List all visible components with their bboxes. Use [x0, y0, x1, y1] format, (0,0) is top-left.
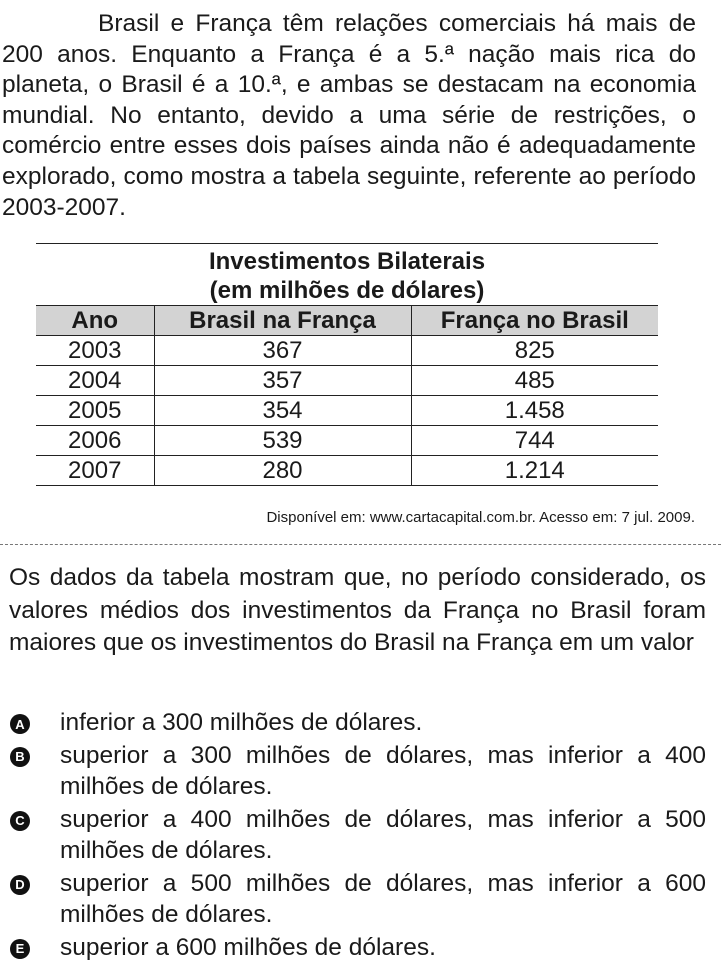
- table-title-line2: (em milhões de dólares): [209, 277, 485, 304]
- intro-paragraph: Brasil e França têm relações comerciais …: [2, 10, 696, 221]
- question-text: Os dados da tabela mostram que, no perío…: [9, 564, 706, 656]
- option-b-text: superior a 300 milhões de dólares, mas i…: [60, 741, 706, 801]
- header-year: Ano: [36, 305, 154, 336]
- option-c-letter-icon: C: [10, 810, 30, 831]
- table-row: 2004 357 485: [36, 365, 658, 396]
- cell-year: 2005: [36, 395, 154, 426]
- option-e-text: superior a 600 milhões de dólares.: [60, 933, 436, 961]
- cell-franca-no-brasil: 825: [410, 335, 658, 366]
- table-row: 2006 539 744: [36, 425, 658, 456]
- cell-franca-no-brasil: 1.458: [410, 395, 658, 426]
- table-row: 2007 280 1.214: [36, 455, 658, 486]
- cell-brasil-na-franca: 357: [153, 365, 411, 396]
- option-e[interactable]: E superior a 600 milhões de dólares.: [10, 932, 706, 964]
- option-a[interactable]: A inferior a 300 milhões de dólares.: [10, 707, 706, 739]
- table-row: 2003 367 825: [36, 335, 658, 366]
- cell-year: 2004: [36, 365, 154, 396]
- source-citation: Disponível em: www.cartacapital.com.br. …: [266, 509, 695, 526]
- table-row: 2005 354 1.458: [36, 395, 658, 426]
- table-title-line1: Investimentos Bilaterais: [208, 248, 486, 275]
- header-franca-no-brasil: França no Brasil: [410, 305, 658, 336]
- dashed-divider: [0, 544, 721, 545]
- cell-franca-no-brasil: 1.214: [410, 455, 658, 486]
- option-a-text: inferior a 300 milhões de dólares.: [60, 709, 423, 736]
- option-e-letter-icon: E: [10, 938, 30, 959]
- cell-franca-no-brasil: 485: [410, 365, 658, 396]
- option-d-letter-icon: D: [10, 874, 30, 895]
- option-d[interactable]: D superior a 500 milhões de dólares, mas…: [10, 868, 706, 931]
- header-brasil-na-franca: Brasil na França: [153, 305, 411, 336]
- cell-brasil-na-franca: 354: [153, 395, 411, 426]
- cell-year: 2003: [36, 335, 154, 366]
- option-b-letter-icon: B: [10, 746, 30, 767]
- option-c-text: superior a 400 milhões de dólares, mas i…: [60, 805, 706, 865]
- cell-brasil-na-franca: 367: [153, 335, 411, 366]
- option-c[interactable]: C superior a 400 milhões de dólares, mas…: [10, 804, 706, 867]
- table-title: Investimentos Bilaterais (em milhões de …: [36, 243, 658, 305]
- cell-brasil-na-franca: 539: [153, 425, 411, 456]
- cell-year: 2006: [36, 425, 154, 456]
- cell-franca-no-brasil: 744: [410, 425, 658, 456]
- answer-options: A inferior a 300 milhões de dólares. B s…: [10, 707, 706, 964]
- cell-year: 2007: [36, 455, 154, 486]
- investments-table: Investimentos Bilaterais (em milhões de …: [36, 243, 658, 486]
- option-a-letter-icon: A: [10, 714, 30, 734]
- option-b[interactable]: B superior a 300 milhões de dólares, mas…: [10, 740, 706, 803]
- table-header-row: Ano Brasil na França França no Brasil: [36, 305, 658, 336]
- cell-brasil-na-franca: 280: [153, 455, 411, 486]
- option-d-text: superior a 500 milhões de dólares, mas i…: [60, 869, 706, 929]
